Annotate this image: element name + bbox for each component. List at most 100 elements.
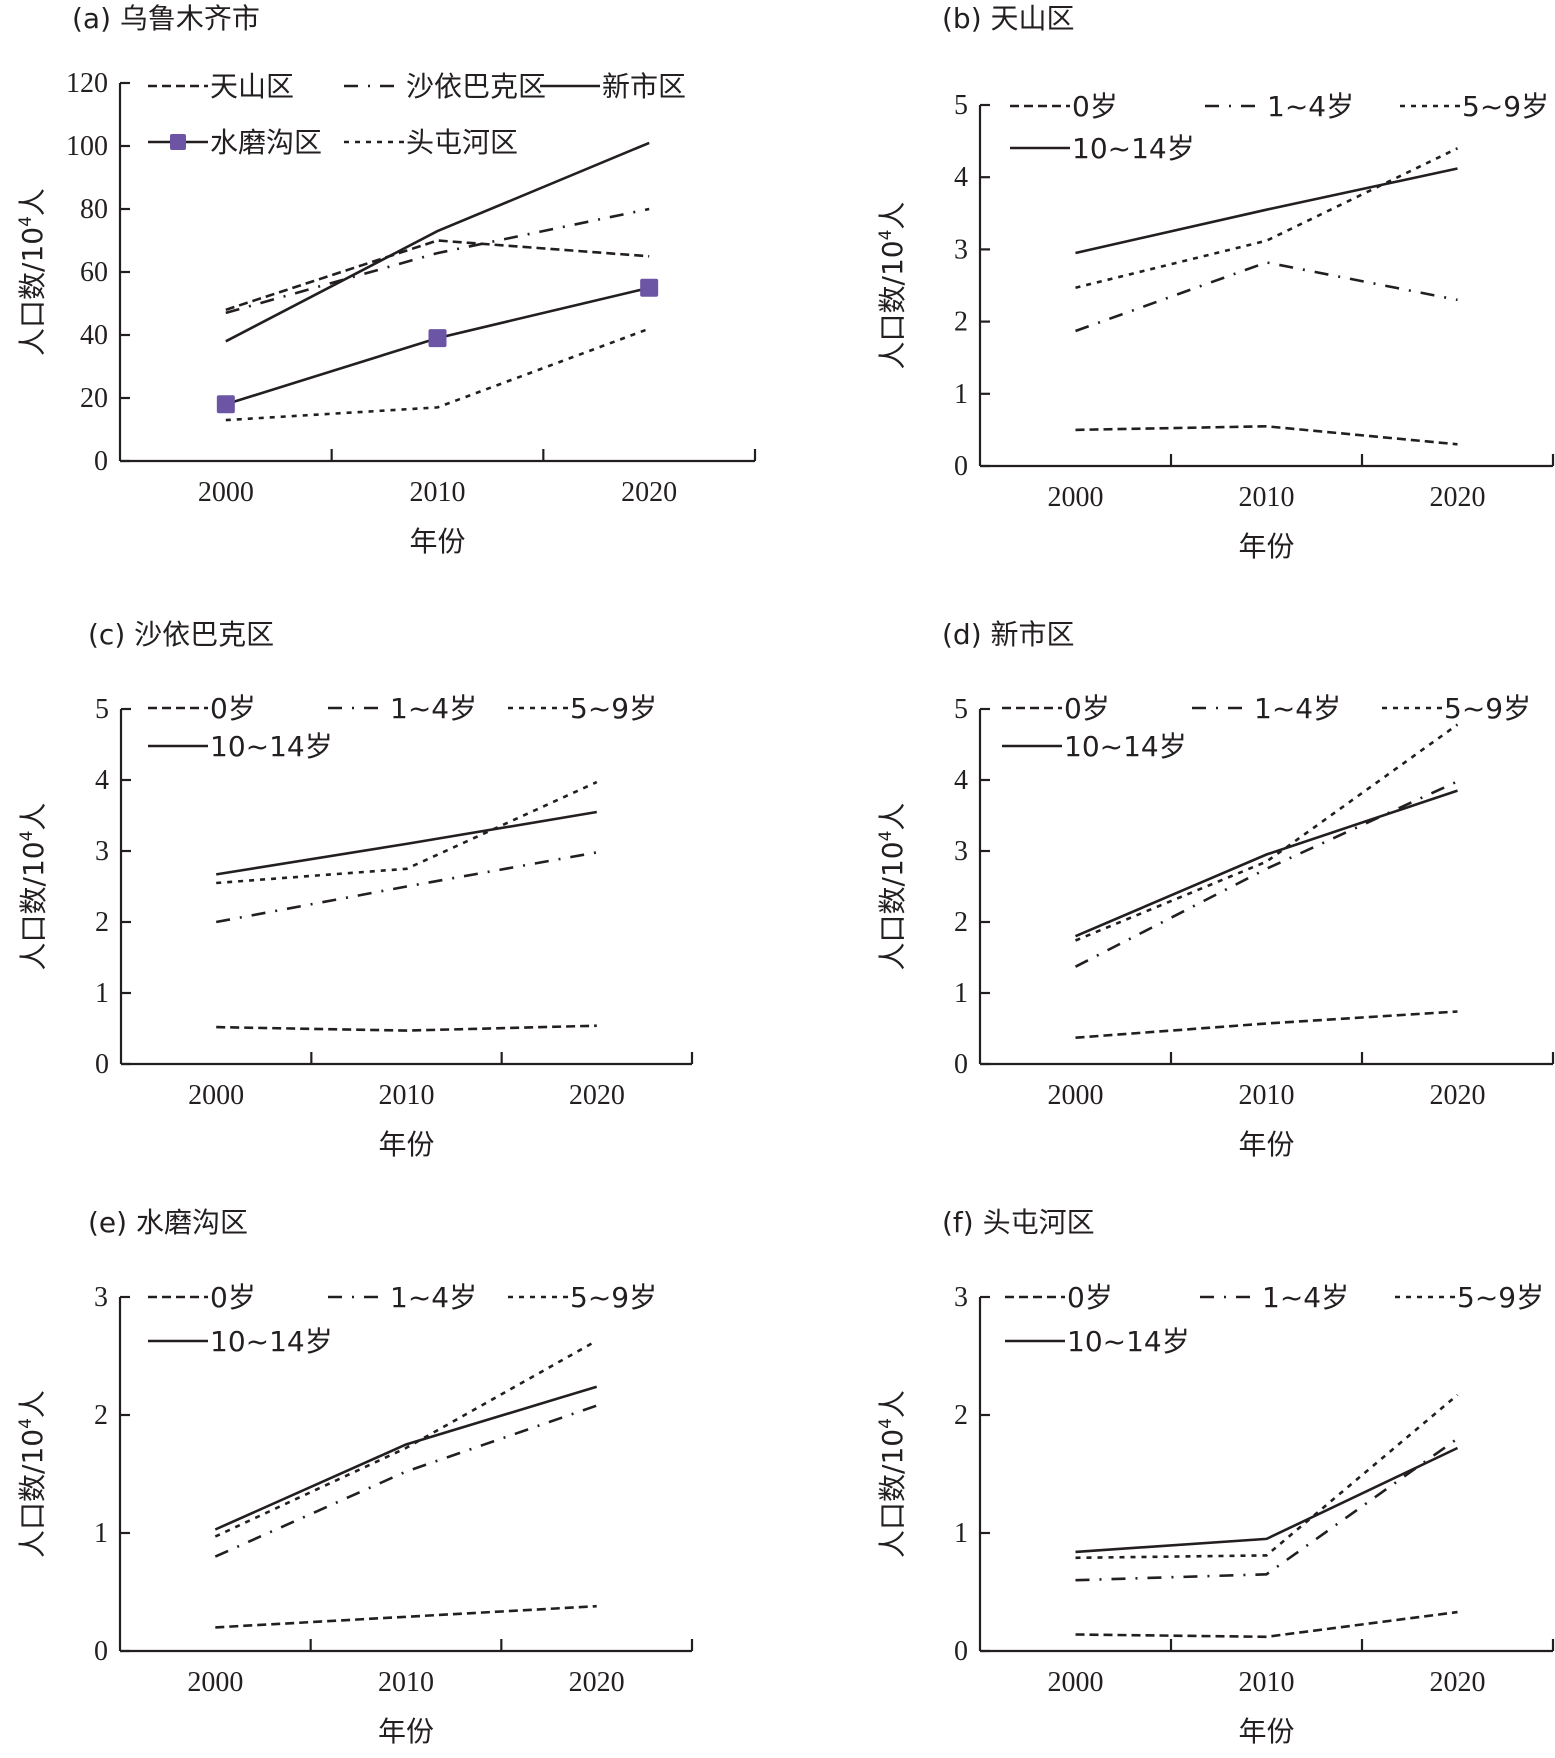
y-axis-label: 人口数/104人 <box>17 803 50 971</box>
y-axis-label-unit: 人 <box>876 202 909 230</box>
x-tick-label: 2010 <box>410 477 466 508</box>
y-axis-label-sup: 4 <box>16 216 36 227</box>
chart-title: (c) 沙依巴克区 <box>88 618 274 651</box>
x-axis-label: 年份 <box>378 1715 434 1748</box>
y-tick-label: 80 <box>80 194 108 225</box>
x-tick-label: 2000 <box>188 1080 244 1111</box>
y-tick-label: 1 <box>954 978 968 1009</box>
series-line <box>216 780 598 885</box>
y-axis-label-unit: 人 <box>17 803 50 831</box>
x-tick-label: 2020 <box>1430 1667 1486 1698</box>
x-axis-label: 年份 <box>1238 1128 1294 1161</box>
y-tick-label: 0 <box>954 1636 968 1667</box>
series-line <box>215 1604 597 1629</box>
x-tick-label: 2000 <box>1048 482 1104 513</box>
y-tick-label: 2 <box>954 307 968 338</box>
y-tick-label: 20 <box>80 383 108 414</box>
x-tick-label: 2000 <box>198 477 254 508</box>
legend-label: 10~14岁 <box>1067 1325 1190 1358</box>
series-line <box>1075 1446 1459 1554</box>
legend-label: 10~14岁 <box>210 1325 333 1358</box>
y-axis-label-main: 人口数/10 <box>17 841 50 970</box>
y-tick-label: 3 <box>954 836 968 867</box>
y-axis-label-main: 人口数/10 <box>876 841 909 970</box>
y-tick-label: 100 <box>66 131 108 162</box>
legend-label: 0岁 <box>1064 692 1110 725</box>
series-line <box>225 141 650 343</box>
legend-label: 1~4岁 <box>390 1281 477 1314</box>
legend-label: 10~14岁 <box>210 730 333 763</box>
y-tick-label: 0 <box>94 446 108 477</box>
chart-title: (b) 天山区 <box>942 2 1075 35</box>
chart-title: (f) 头屯河区 <box>942 1206 1095 1239</box>
series-line <box>225 239 650 312</box>
legend-label: 新市区 <box>602 70 686 103</box>
chart-panel: (f) 头屯河区 0 1 2 3 2000 2010 2020 年份 人口数/104人 0岁 1~4岁… <box>876 1206 1555 1748</box>
x-tick-label: 2000 <box>1048 1667 1104 1698</box>
y-tick-label: 3 <box>95 836 109 867</box>
series-line <box>1075 1437 1459 1582</box>
legend-label: 水磨沟区 <box>210 126 322 159</box>
x-tick-label: 2020 <box>1430 482 1486 513</box>
series-line <box>214 1339 598 1538</box>
y-axis-label-main: 人口数/10 <box>16 227 49 356</box>
y-tick-label: 1 <box>94 1518 108 1549</box>
y-tick-label: 3 <box>954 234 968 265</box>
chart-panel: (a) 乌鲁木齐市 0 20 40 60 80 100 120 2000 2010 2020 年份 人口… <box>16 2 757 558</box>
y-axis-label-sup: 4 <box>876 230 896 241</box>
chart-title: (d) 新市区 <box>942 618 1075 651</box>
x-tick-label: 2000 <box>187 1667 243 1698</box>
series-line <box>225 207 650 315</box>
y-axis-label-main: 人口数/10 <box>876 1429 909 1558</box>
series-line <box>225 327 650 422</box>
x-tick-label: 2020 <box>569 1080 625 1111</box>
y-tick-label: 0 <box>954 451 968 482</box>
y-axis-label: 人口数/104人 <box>876 1390 909 1558</box>
y-axis-label-sup: 4 <box>17 831 37 842</box>
chart-title: (a) 乌鲁木齐市 <box>72 2 260 35</box>
series-line <box>1075 424 1458 446</box>
series-line <box>1075 147 1459 289</box>
series-line <box>1074 789 1458 938</box>
series-line <box>215 851 598 924</box>
y-tick-label: 0 <box>94 1636 108 1667</box>
legend-label: 5~9岁 <box>1457 1281 1544 1314</box>
y-axis-label-main: 人口数/10 <box>876 240 909 369</box>
y-axis-label: 人口数/104人 <box>876 202 909 370</box>
y-tick-label: 40 <box>80 320 108 351</box>
legend-label: 0岁 <box>210 1281 256 1314</box>
y-axis-label-unit: 人 <box>16 1390 49 1418</box>
y-tick-label: 4 <box>954 765 968 796</box>
x-axis-label: 年份 <box>1238 1715 1294 1748</box>
y-axis-label-unit: 人 <box>16 188 49 216</box>
series-line <box>1075 261 1458 333</box>
legend-label: 0岁 <box>1072 90 1118 123</box>
legend-label: 0岁 <box>1067 1281 1113 1314</box>
y-tick-label: 4 <box>95 765 109 796</box>
y-tick-label: 4 <box>954 162 968 193</box>
y-tick-label: 2 <box>954 1400 968 1431</box>
x-tick-label: 2010 <box>1239 482 1295 513</box>
x-tick-label: 2010 <box>1239 1667 1295 1698</box>
legend-label: 5~9岁 <box>570 692 657 725</box>
legend-label: 5~9岁 <box>1444 692 1531 725</box>
y-tick-label: 0 <box>954 1049 968 1080</box>
y-tick-label: 2 <box>95 907 109 938</box>
y-axis-label: 人口数/104人 <box>876 803 909 971</box>
data-point-marker <box>640 278 659 297</box>
legend-label: 1~4岁 <box>1262 1281 1349 1314</box>
data-point-marker <box>428 329 447 348</box>
y-axis-label-unit: 人 <box>876 803 909 831</box>
series-line <box>1075 723 1459 942</box>
y-axis-label: 人口数/104人 <box>16 1390 49 1558</box>
legend-label: 5~9岁 <box>1462 90 1549 123</box>
y-axis-label-unit: 人 <box>876 1390 909 1418</box>
y-tick-label: 0 <box>95 1049 109 1080</box>
y-tick-label: 2 <box>94 1400 108 1431</box>
x-axis-label: 年份 <box>1238 530 1294 563</box>
y-axis-label-sup: 4 <box>876 1418 896 1429</box>
series-line <box>214 1385 598 1531</box>
legend-marker-swatch <box>170 134 186 150</box>
